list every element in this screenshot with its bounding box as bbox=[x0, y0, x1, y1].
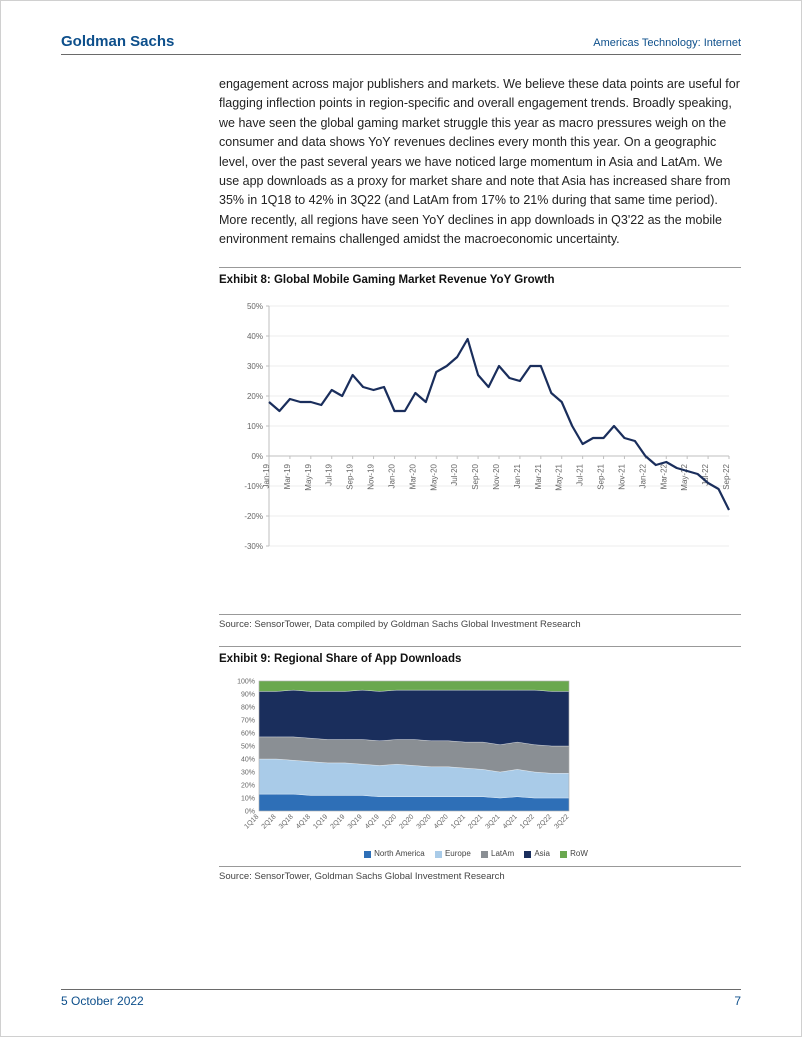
svg-text:Jul-19: Jul-19 bbox=[325, 464, 334, 486]
exhibit-9-source: Source: SensorTower, Goldman Sachs Globa… bbox=[219, 871, 741, 882]
svg-text:40%: 40% bbox=[241, 757, 255, 764]
legend-swatch bbox=[524, 851, 531, 858]
svg-text:90%: 90% bbox=[241, 692, 255, 699]
svg-text:80%: 80% bbox=[241, 705, 255, 712]
svg-text:4Q19: 4Q19 bbox=[364, 814, 381, 831]
svg-text:2Q19: 2Q19 bbox=[329, 814, 346, 831]
svg-text:40%: 40% bbox=[247, 332, 263, 341]
svg-text:Nov-20: Nov-20 bbox=[492, 464, 501, 490]
svg-text:1Q20: 1Q20 bbox=[381, 814, 398, 831]
footer-date: 5 October 2022 bbox=[61, 994, 144, 1008]
svg-text:Mar-20: Mar-20 bbox=[408, 464, 417, 490]
svg-text:May-19: May-19 bbox=[304, 464, 313, 491]
svg-text:10%: 10% bbox=[241, 796, 255, 803]
svg-text:3Q20: 3Q20 bbox=[416, 814, 433, 831]
svg-text:0%: 0% bbox=[251, 452, 263, 461]
svg-text:-30%: -30% bbox=[244, 542, 263, 551]
exhibit-8-source: Source: SensorTower, Data compiled by Go… bbox=[219, 619, 741, 630]
legend-label: RoW bbox=[570, 849, 588, 858]
svg-text:30%: 30% bbox=[241, 770, 255, 777]
svg-text:3Q18: 3Q18 bbox=[278, 814, 295, 831]
svg-text:Sep-19: Sep-19 bbox=[346, 464, 355, 490]
footer-page-number: 7 bbox=[734, 994, 741, 1008]
svg-text:Sep-20: Sep-20 bbox=[471, 464, 480, 490]
svg-text:3Q22: 3Q22 bbox=[553, 814, 570, 831]
exhibit-9: Exhibit 9: Regional Share of App Downloa… bbox=[219, 646, 741, 882]
exhibit-8: Exhibit 8: Global Mobile Gaming Market R… bbox=[219, 267, 741, 630]
page-footer: 5 October 2022 7 bbox=[61, 989, 741, 1008]
svg-text:4Q18: 4Q18 bbox=[295, 814, 312, 831]
exhibit-9-title: Exhibit 9: Regional Share of App Downloa… bbox=[219, 653, 741, 665]
divider bbox=[219, 646, 741, 647]
svg-text:50%: 50% bbox=[247, 302, 263, 311]
svg-text:3Q19: 3Q19 bbox=[347, 814, 364, 831]
page: Goldman Sachs Americas Technology: Inter… bbox=[0, 0, 802, 1037]
legend-label: LatAm bbox=[491, 849, 516, 858]
divider bbox=[219, 866, 741, 867]
svg-text:Nov-21: Nov-21 bbox=[617, 464, 626, 490]
svg-text:1Q22: 1Q22 bbox=[519, 814, 536, 831]
legend-swatch bbox=[481, 851, 488, 858]
revenue-growth-chart: -30% -20% -10% 0% 10% 20% 30% 40% 50% Jan-19 Mar-1… bbox=[219, 296, 739, 606]
company-name: Goldman Sachs bbox=[61, 33, 174, 50]
body-paragraph: engagement across major publishers and m… bbox=[219, 75, 741, 249]
regional-share-chart: 0%10%20%30%40%50%60%70%80%90%100%1Q182Q1… bbox=[219, 675, 579, 845]
legend-swatch bbox=[364, 851, 371, 858]
svg-text:2Q20: 2Q20 bbox=[398, 814, 415, 831]
svg-text:Sep-21: Sep-21 bbox=[597, 464, 606, 490]
svg-text:-10%: -10% bbox=[244, 482, 263, 491]
exhibit-9-legend: North America Europe LatAm Asia RoW bbox=[219, 849, 741, 858]
divider bbox=[219, 267, 741, 268]
svg-text:50%: 50% bbox=[241, 744, 255, 751]
legend-label: Europe bbox=[445, 849, 473, 858]
legend-label: Asia bbox=[534, 849, 552, 858]
legend-swatch bbox=[435, 851, 442, 858]
svg-text:Jul-20: Jul-20 bbox=[450, 464, 459, 486]
svg-text:Jan-21: Jan-21 bbox=[513, 464, 522, 489]
svg-text:Jul-21: Jul-21 bbox=[576, 464, 585, 486]
svg-text:Mar-21: Mar-21 bbox=[534, 464, 543, 490]
svg-text:4Q20: 4Q20 bbox=[433, 814, 450, 831]
svg-text:70%: 70% bbox=[241, 718, 255, 725]
svg-text:20%: 20% bbox=[241, 783, 255, 790]
svg-text:Mar-22: Mar-22 bbox=[659, 464, 668, 490]
svg-text:Sep-22: Sep-22 bbox=[722, 464, 731, 490]
divider bbox=[219, 614, 741, 615]
svg-text:1Q18: 1Q18 bbox=[243, 814, 260, 831]
svg-text:Jan-22: Jan-22 bbox=[638, 464, 647, 489]
exhibit-8-title: Exhibit 8: Global Mobile Gaming Market R… bbox=[219, 274, 741, 286]
svg-text:4Q21: 4Q21 bbox=[502, 814, 519, 831]
svg-text:Jan-19: Jan-19 bbox=[262, 464, 271, 489]
section-name: Americas Technology: Internet bbox=[593, 37, 741, 49]
svg-text:2Q18: 2Q18 bbox=[261, 814, 278, 831]
svg-text:3Q21: 3Q21 bbox=[484, 814, 501, 831]
svg-text:10%: 10% bbox=[247, 422, 263, 431]
svg-text:-20%: -20% bbox=[244, 512, 263, 521]
svg-text:2Q21: 2Q21 bbox=[467, 814, 484, 831]
svg-text:Mar-19: Mar-19 bbox=[283, 464, 292, 490]
svg-text:100%: 100% bbox=[237, 679, 255, 686]
svg-text:May-22: May-22 bbox=[680, 464, 689, 491]
page-header: Goldman Sachs Americas Technology: Inter… bbox=[61, 33, 741, 55]
svg-text:2Q22: 2Q22 bbox=[536, 814, 553, 831]
legend-swatch bbox=[560, 851, 567, 858]
svg-text:1Q21: 1Q21 bbox=[450, 814, 467, 831]
svg-text:Jan-20: Jan-20 bbox=[387, 464, 396, 489]
svg-text:60%: 60% bbox=[241, 731, 255, 738]
legend-label: North America bbox=[374, 849, 427, 858]
svg-text:May-21: May-21 bbox=[555, 464, 564, 491]
svg-text:20%: 20% bbox=[247, 392, 263, 401]
svg-text:30%: 30% bbox=[247, 362, 263, 371]
svg-text:Nov-19: Nov-19 bbox=[367, 464, 376, 490]
svg-text:1Q19: 1Q19 bbox=[312, 814, 329, 831]
svg-text:May-20: May-20 bbox=[429, 464, 438, 491]
